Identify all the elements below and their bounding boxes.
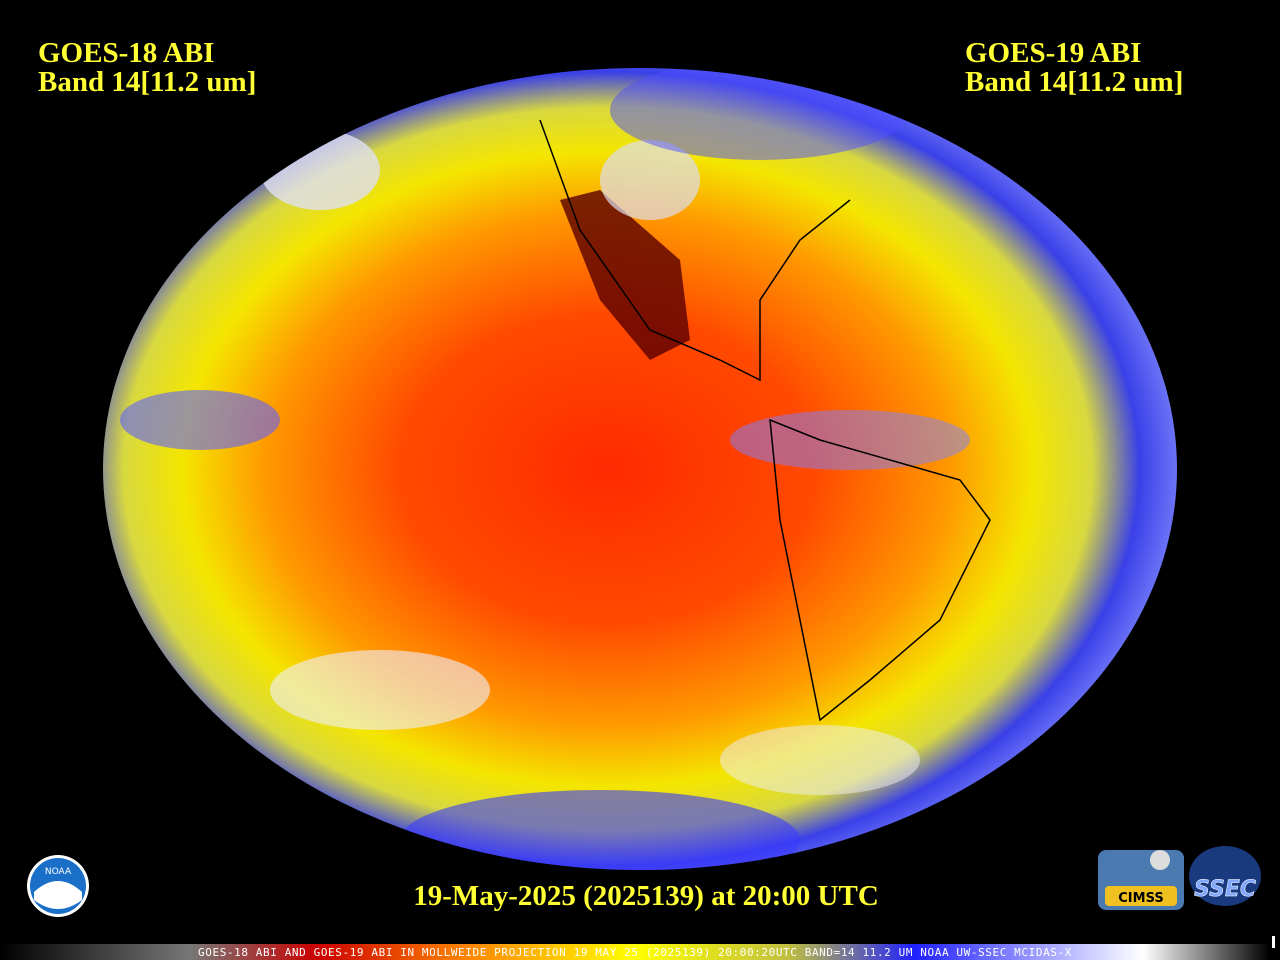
left-band: Band 14[11.2 um] bbox=[38, 66, 256, 98]
noaa-logo: NOAA bbox=[27, 855, 89, 917]
noaa-label: NOAA bbox=[45, 867, 72, 877]
timestamp: 19-May-2025 (2025139) at 20:00 UTC bbox=[413, 880, 879, 912]
ssec-logo: SSEC bbox=[1189, 846, 1261, 906]
right-title: GOES-19 ABI bbox=[965, 37, 1141, 69]
ssec-label: SSEC bbox=[1194, 877, 1256, 902]
cimss-logo: CIMSS bbox=[1098, 850, 1184, 910]
color-bar bbox=[0, 944, 1270, 960]
cimss-label: CIMSS bbox=[1118, 891, 1163, 906]
right-band: Band 14[11.2 um] bbox=[965, 66, 1183, 98]
footer-caption: GOES-18 ABI AND GOES-19 ABI IN MOLLWEIDE… bbox=[198, 946, 1072, 959]
bar-marker bbox=[1272, 936, 1275, 948]
left-title: GOES-18 ABI bbox=[38, 37, 214, 69]
